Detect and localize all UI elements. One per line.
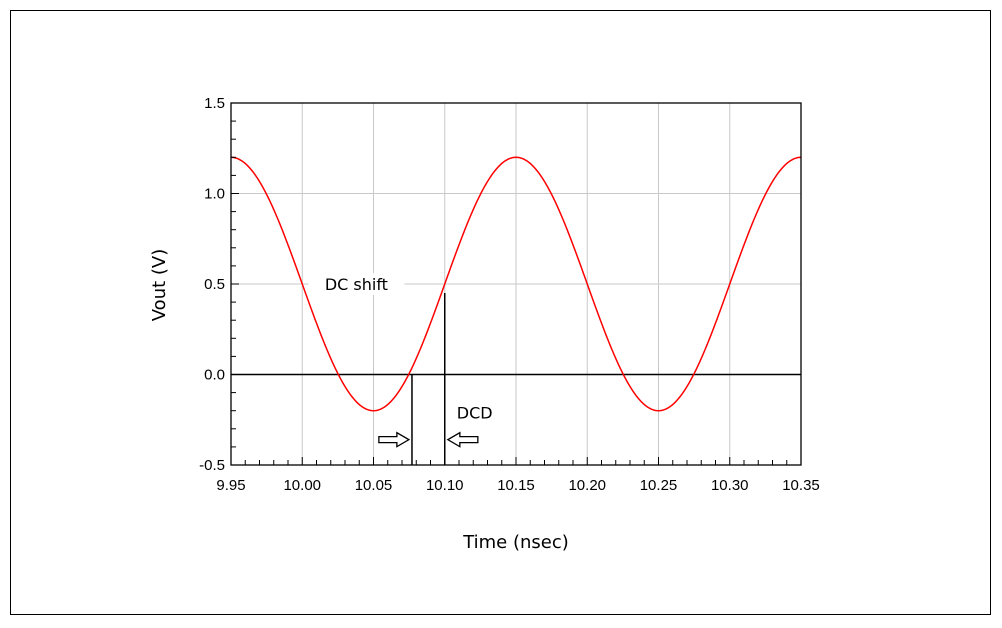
x-tick-label: 10.05 — [355, 477, 393, 494]
figure-frame — [10, 10, 991, 615]
y-tick-label: -0.5 — [199, 457, 225, 474]
series-line — [230, 156, 802, 412]
x-tick-label: 10.10 — [426, 477, 464, 494]
plot-area: DC shift DCD — [230, 156, 802, 465]
y-tick-label: 0.0 — [204, 367, 225, 384]
annotation-label: DC shift — [325, 275, 388, 294]
x-tick-label: 9.95 — [216, 477, 245, 494]
x-axis-label: Time (nsec) — [462, 532, 569, 553]
y-tick-label: 1.5 — [204, 95, 225, 112]
arrow-right — [378, 431, 411, 448]
x-tick-label: 10.30 — [711, 477, 749, 494]
y-axis-label: Vout (V) — [149, 249, 170, 321]
axes — [230, 102, 802, 466]
x-tick-label: 10.15 — [497, 477, 535, 494]
x-tick-label: 10.00 — [283, 477, 321, 494]
x-tick-label: 10.25 — [640, 477, 678, 494]
x-tick-label: 10.35 — [782, 477, 820, 494]
annotation-background — [308, 273, 405, 295]
tick-labels: 9.95 10.00 10.05 10.10 10.15 10.20 10.25 10.30 1… — [199, 95, 820, 494]
annotation-label: DCD — [457, 404, 493, 423]
y-tick-label: 0.5 — [204, 276, 225, 293]
y-tick-label: 1.0 — [204, 186, 225, 203]
x-tick-label: 10.20 — [568, 477, 606, 494]
arrow-left — [446, 431, 479, 448]
